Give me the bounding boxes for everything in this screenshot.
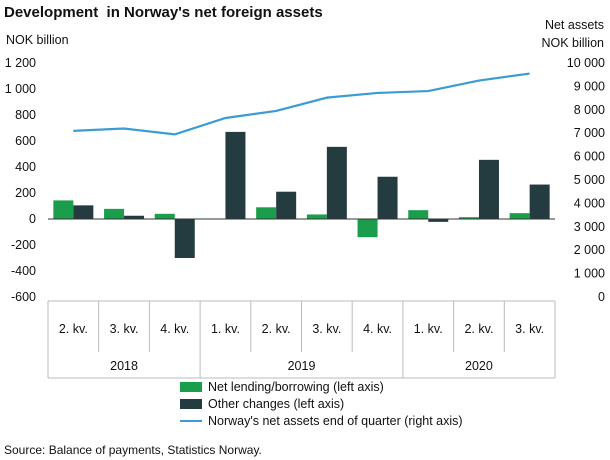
x-tick-label: 1. kv.	[414, 322, 443, 336]
legend-item-other-changes: Other changes (left axis)	[180, 395, 463, 412]
x-tick-label: 4. kv.	[363, 322, 392, 336]
right-tick-label: 5 000	[574, 173, 605, 187]
left-tick-label: -200	[11, 238, 36, 252]
x-tick-label: 3. kv.	[312, 322, 341, 336]
bar-net-lending	[104, 208, 125, 219]
right-tick-label: 3 000	[574, 220, 605, 234]
bar-net-lending	[256, 207, 277, 219]
chart-plot: -600 -400 -200 0 200 400 600 800 1 000 1 200 0 1 00…	[5, 56, 605, 379]
line-net-assets	[73, 72, 530, 136]
x-year-label: 2018	[110, 359, 138, 373]
bar-other-changes	[276, 191, 297, 219]
x-tick-label: 2. kv.	[59, 322, 88, 336]
right-tick-label: 0	[598, 290, 605, 304]
x-tick-label: 2. kv.	[262, 322, 291, 336]
legend-swatch-other-changes	[180, 398, 202, 409]
legend: Net lending/borrowing (left axis) Other …	[180, 378, 463, 429]
bar-net-lending	[306, 214, 327, 219]
right-tick-label: 6 000	[574, 150, 605, 164]
bar-net-lending	[509, 213, 530, 219]
bar-other-changes	[124, 215, 145, 219]
legend-label-net-lending: Net lending/borrowing (left axis)	[208, 379, 384, 394]
x-tick-label: 3. kv.	[515, 322, 544, 336]
bar-other-changes	[174, 219, 195, 258]
legend-label-other-changes: Other changes (left axis)	[208, 396, 345, 411]
left-tick-label: 400	[15, 160, 36, 174]
legend-swatch-net-assets	[180, 419, 202, 422]
bar-other-changes	[73, 205, 94, 219]
legend-item-net-lending: Net lending/borrowing (left axis)	[180, 378, 463, 395]
left-tick-label: 1 000	[5, 82, 36, 96]
bar-other-changes	[428, 219, 449, 222]
left-tick-label: 1 200	[5, 56, 36, 70]
left-tick-label: -600	[11, 290, 36, 304]
x-year-label: 2020	[465, 359, 493, 373]
x-tick-label: 3. kv.	[110, 322, 139, 336]
chart-title: Development in Norway's net foreign asse…	[4, 4, 323, 21]
bar-other-changes	[225, 131, 246, 219]
bar-net-lending	[357, 219, 378, 238]
left-tick-label: 200	[15, 186, 36, 200]
right-axis-label-line-2: NOK billion	[541, 36, 604, 50]
right-tick-label: 10 000	[567, 56, 605, 70]
right-axis-label-line-1: Net assets	[544, 18, 604, 32]
left-tick-label: 0	[29, 212, 36, 226]
right-tick-label: 8 000	[574, 103, 605, 117]
right-tick-label: 4 000	[574, 196, 605, 210]
bar-other-changes	[478, 159, 499, 219]
legend-swatch-net-lending	[180, 381, 202, 392]
legend-label-net-assets: Norway's net assets end of quarter (righ…	[208, 413, 463, 428]
right-tick-label: 2 000	[574, 243, 605, 257]
left-tick-label: 600	[15, 134, 36, 148]
legend-item-net-assets: Norway's net assets end of quarter (righ…	[180, 412, 463, 429]
x-tick-label: 1. kv.	[211, 322, 240, 336]
source-note: Source: Balance of payments, Statistics …	[4, 443, 262, 457]
left-tick-label: 800	[15, 108, 36, 122]
bar-other-changes	[377, 176, 398, 219]
right-tick-label: 1 000	[574, 267, 605, 281]
bar-net-lending	[154, 213, 175, 219]
bar-net-lending	[408, 210, 429, 219]
x-tick-label: 2. kv.	[464, 322, 493, 336]
bar-other-changes	[326, 146, 347, 219]
left-tick-label: -400	[11, 264, 36, 278]
right-tick-label: 7 000	[574, 126, 605, 140]
bar-net-lending	[53, 200, 74, 219]
right-axis-label: Net assets NOK billion	[541, 16, 604, 52]
left-axis-label: NOK billion	[6, 33, 69, 47]
x-year-label: 2019	[288, 359, 316, 373]
bar-net-lending	[458, 217, 479, 219]
bar-other-changes	[529, 184, 550, 219]
x-tick-label: 4. kv.	[160, 322, 189, 336]
right-tick-label: 9 000	[574, 79, 605, 93]
